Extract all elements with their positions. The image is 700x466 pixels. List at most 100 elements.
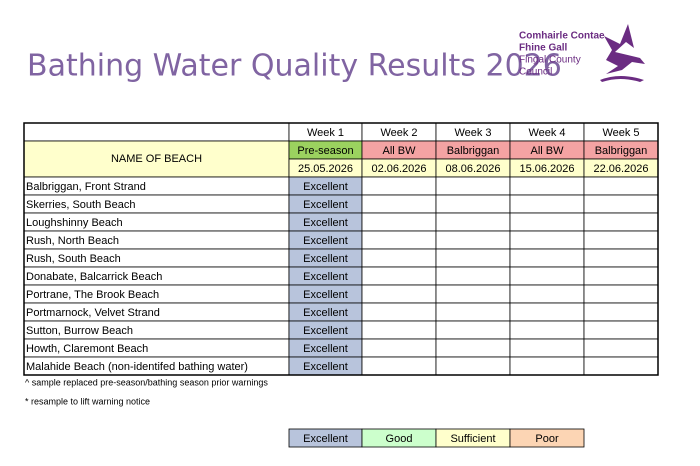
cell xyxy=(509,338,585,358)
beach-name: Skerries, South Beach xyxy=(26,199,135,211)
cell xyxy=(583,194,659,214)
cell xyxy=(583,212,659,232)
beach-name: Rush, South Beach xyxy=(26,253,121,265)
cell xyxy=(583,176,659,196)
cell xyxy=(509,230,585,250)
cell xyxy=(509,176,585,196)
result: Excellent xyxy=(303,199,348,211)
name-header: NAME OF BEACH xyxy=(111,153,202,165)
week-label: All BW xyxy=(531,145,565,157)
beach-name: Loughshinny Beach xyxy=(26,217,123,229)
cell xyxy=(435,266,511,286)
week-label: Balbriggan xyxy=(595,145,648,157)
cell xyxy=(509,194,585,214)
cell xyxy=(435,284,511,304)
week-header: Week 3 xyxy=(454,127,491,139)
beach-name: Donabate, Balcarrick Beach xyxy=(26,271,162,283)
result: Excellent xyxy=(303,289,348,301)
beach-name: Portrane, The Brook Beach xyxy=(26,289,159,301)
cell xyxy=(361,212,437,232)
week-label: Balbriggan xyxy=(447,145,500,157)
cell xyxy=(435,302,511,322)
cell xyxy=(509,320,585,340)
cell xyxy=(361,320,437,340)
cell xyxy=(509,212,585,232)
result: Excellent xyxy=(303,361,348,373)
cell xyxy=(435,176,511,196)
week-header: Week 5 xyxy=(602,127,639,139)
table-border xyxy=(23,122,659,376)
cell xyxy=(361,356,437,376)
cell xyxy=(435,248,511,268)
week-date: 02.06.2026 xyxy=(371,163,426,175)
legend-label: Good xyxy=(386,433,413,445)
cell xyxy=(583,338,659,358)
cell xyxy=(361,230,437,250)
cell xyxy=(583,230,659,250)
week-header: Week 4 xyxy=(528,127,565,139)
beach-name: Sutton, Burrow Beach xyxy=(26,325,133,337)
cell xyxy=(361,338,437,358)
logo-text: Council xyxy=(519,67,552,78)
cell xyxy=(435,230,511,250)
result: Excellent xyxy=(303,181,348,193)
cell xyxy=(435,356,511,376)
week-date: 15.06.2026 xyxy=(519,163,574,175)
beach-name: Balbriggan, Front Strand xyxy=(26,181,146,193)
cell xyxy=(509,428,585,448)
legend-label: Poor xyxy=(535,433,559,445)
cell xyxy=(583,320,659,340)
logo-text: Comhairle Contae xyxy=(519,31,605,42)
cell xyxy=(361,266,437,286)
result: Excellent xyxy=(303,343,348,355)
cell xyxy=(435,338,511,358)
result: Excellent xyxy=(303,235,348,247)
week-header: Week 1 xyxy=(307,127,344,139)
beach-name: Portmarnock, Velvet Strand xyxy=(26,307,160,319)
beach-name: Howth, Claremont Beach xyxy=(26,343,148,355)
logo-text: Fhine Gall xyxy=(519,43,568,54)
result: Excellent xyxy=(303,271,348,283)
result: Excellent xyxy=(303,217,348,229)
result: Excellent xyxy=(303,325,348,337)
week-header: Week 2 xyxy=(380,127,417,139)
note: * resample to lift warning notice xyxy=(25,396,150,406)
note: ^ sample replaced pre-season/bathing sea… xyxy=(25,377,268,387)
cell xyxy=(435,194,511,214)
cell xyxy=(361,194,437,214)
week-label: Pre-season xyxy=(297,145,353,157)
cell xyxy=(509,248,585,268)
cell xyxy=(509,266,585,286)
beach-name: Rush, North Beach xyxy=(26,235,119,247)
cell xyxy=(509,356,585,376)
legend-label: Excellent xyxy=(303,433,348,445)
result: Excellent xyxy=(303,307,348,319)
cell xyxy=(361,284,437,304)
cell xyxy=(583,248,659,268)
logo-text: Fingal County xyxy=(519,55,581,66)
cell xyxy=(509,302,585,322)
week-date: 22.06.2026 xyxy=(593,163,648,175)
logo-bird xyxy=(600,24,645,82)
week-date: 08.06.2026 xyxy=(445,163,500,175)
cell xyxy=(583,284,659,304)
cell xyxy=(435,212,511,232)
cell xyxy=(361,176,437,196)
week-label: All BW xyxy=(383,145,417,157)
cell xyxy=(583,302,659,322)
cell xyxy=(583,356,659,376)
week-date: 25.05.2026 xyxy=(298,163,353,175)
beach-name: Malahide Beach (non-identifed bathing wa… xyxy=(26,361,248,373)
cell xyxy=(23,122,290,142)
legend-label: Sufficient xyxy=(450,433,495,445)
cell xyxy=(361,248,437,268)
cell xyxy=(361,302,437,322)
result: Excellent xyxy=(303,253,348,265)
title: Bathing Water Quality Results 2026 xyxy=(27,49,562,84)
cell xyxy=(583,266,659,286)
cell xyxy=(509,284,585,304)
cell xyxy=(435,320,511,340)
